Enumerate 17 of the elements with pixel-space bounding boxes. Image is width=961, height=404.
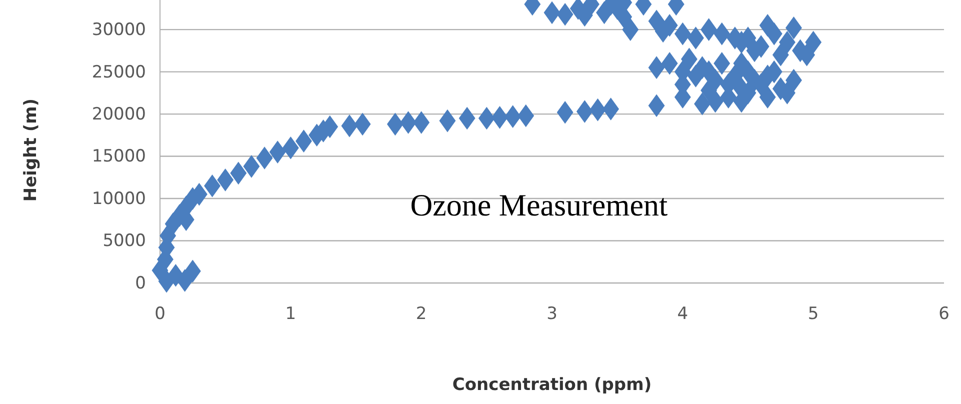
y-tick-label: 0: [135, 273, 146, 294]
y-tick-label: 20000: [92, 104, 146, 124]
x-axis-title: Concentration (ppm): [452, 375, 652, 395]
y-axis-title: Height (m): [21, 98, 41, 202]
y-tick-label: 10000: [92, 188, 146, 209]
y-tick-label: 30000: [92, 20, 146, 40]
x-tick-label: 2: [416, 304, 427, 324]
y-tick-label: 5000: [102, 231, 146, 252]
y-tick-label: 15000: [92, 146, 146, 167]
x-tick-label: 6: [938, 304, 950, 324]
x-tick-label: 4: [677, 304, 688, 324]
x-tick-label: 1: [285, 304, 296, 324]
x-tick-label: 0: [154, 304, 166, 324]
annotation: Ozone Measurement: [410, 187, 668, 222]
x-tick-label: 3: [546, 304, 558, 324]
y-tick-label: 25000: [92, 62, 146, 82]
x-tick-label: 5: [808, 304, 819, 324]
